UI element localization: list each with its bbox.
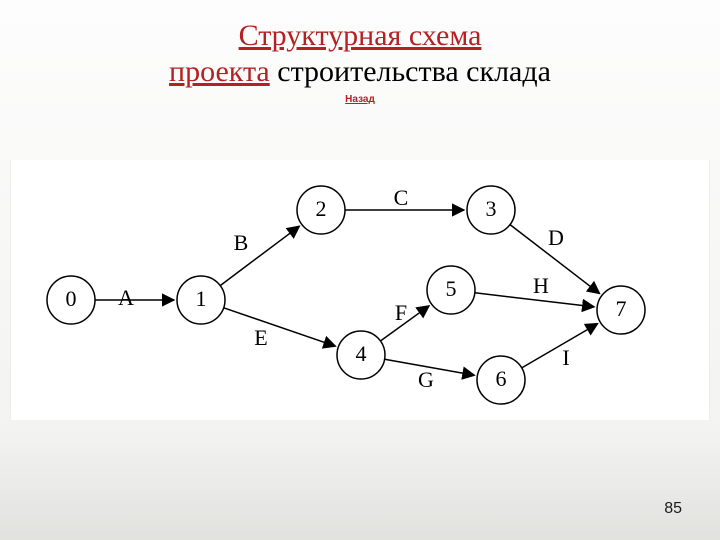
page-title: Структурная схема проекта строительства … <box>0 0 720 90</box>
node-label-1: 1 <box>196 286 207 311</box>
back-link[interactable]: Назад <box>0 94 720 105</box>
edge-label-B: B <box>234 230 249 255</box>
page-number: 85 <box>664 500 682 518</box>
edge-label-E: E <box>254 325 267 350</box>
edge-B <box>220 226 299 285</box>
node-label-4: 4 <box>356 341 367 366</box>
edge-label-D: D <box>548 225 564 250</box>
node-label-3: 3 <box>486 196 497 221</box>
edge-label-A: A <box>118 285 134 310</box>
title-link-2[interactable]: проекта <box>169 55 270 88</box>
edge-label-H: H <box>533 273 549 298</box>
edge-label-G: G <box>418 367 434 392</box>
network-diagram: A B C D E F G H I 0 1 2 3 4 5 6 7 <box>10 160 710 420</box>
edge-E <box>224 308 336 346</box>
edge-label-I: I <box>562 345 569 370</box>
node-label-0: 0 <box>66 286 77 311</box>
node-label-6: 6 <box>496 366 507 391</box>
node-label-7: 7 <box>616 296 627 321</box>
node-label-5: 5 <box>446 276 457 301</box>
title-plain: строительства склада <box>270 55 551 88</box>
edge-I <box>522 324 598 368</box>
title-link-1[interactable]: Структурная схема <box>239 19 482 52</box>
edge-label-F: F <box>395 300 407 325</box>
edge-label-C: C <box>394 185 409 210</box>
node-label-2: 2 <box>316 196 327 221</box>
